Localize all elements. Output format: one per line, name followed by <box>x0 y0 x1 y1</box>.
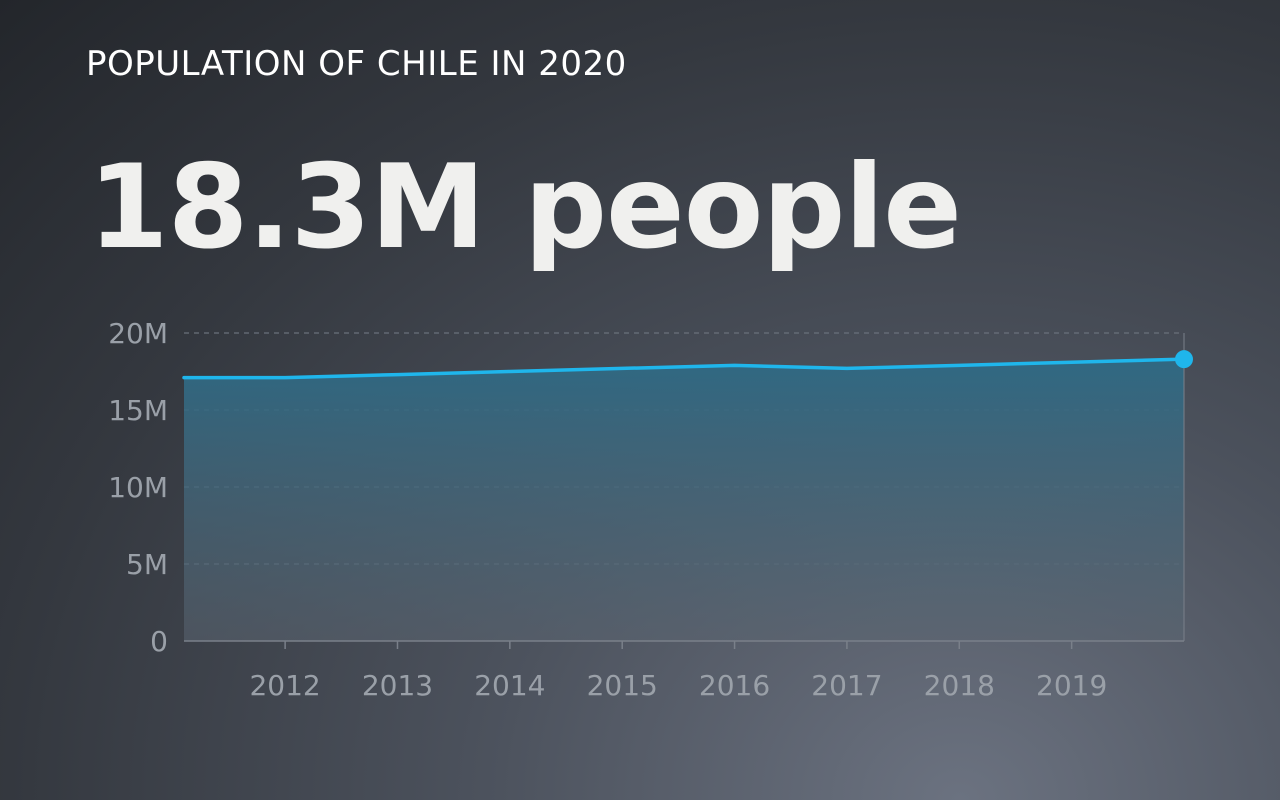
headline-value: 18.3M people <box>88 140 962 275</box>
chart-subtitle: POPULATION OF CHILE IN 2020 <box>86 44 627 84</box>
area-layer <box>184 359 1184 641</box>
y-tick-label: 15M <box>108 394 168 427</box>
x-tick-label: 2015 <box>587 669 658 702</box>
x-tick-label: 2013 <box>362 669 433 702</box>
x-tick-label: 2014 <box>474 669 545 702</box>
y-tick-label: 20M <box>108 317 168 350</box>
y-tick-label: 5M <box>126 548 168 581</box>
x-tick-label: 2017 <box>811 669 882 702</box>
y-axis-ticks: 0 5M 10M 15M 20M <box>108 317 168 658</box>
series-line <box>182 357 1186 380</box>
area-fill <box>184 359 1184 641</box>
latest-value-point <box>1175 350 1193 369</box>
x-axis-ticks: 2012 2013 2014 2015 2016 2017 2018 2019 <box>249 641 1107 702</box>
x-tick-label: 2012 <box>249 669 320 702</box>
line-layer <box>182 350 1193 380</box>
y-tick-label: 10M <box>108 471 168 504</box>
y-tick-label: 0 <box>150 625 168 658</box>
axes <box>184 333 1185 642</box>
x-tick-label: 2019 <box>1036 669 1107 702</box>
x-tick-label: 2018 <box>924 669 995 702</box>
x-tick-label: 2016 <box>699 669 770 702</box>
